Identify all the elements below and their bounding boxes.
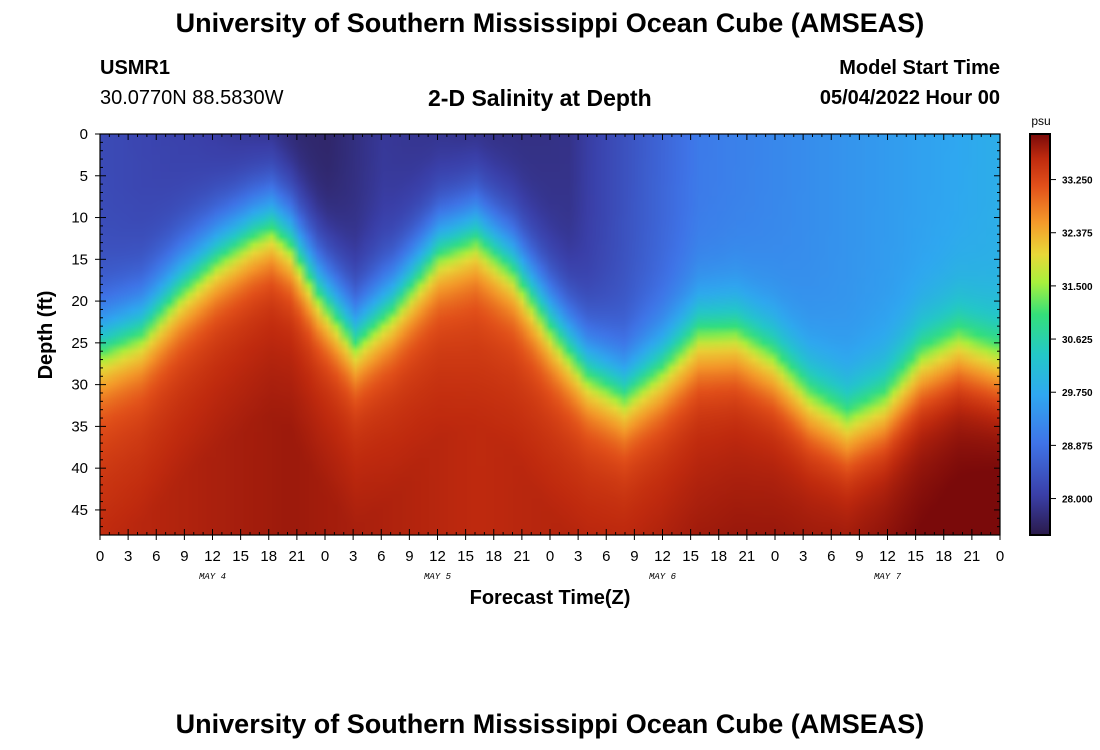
y-axis-label: Depth (ft): [35, 291, 57, 380]
x-tick-label: 12: [654, 548, 671, 565]
y-tick-label: 10: [71, 210, 88, 227]
station-id: USMR1: [100, 57, 171, 79]
salinity-heatmap: [100, 134, 1000, 535]
y-tick-label: 0: [80, 126, 88, 143]
y-tick-label: 40: [71, 460, 88, 477]
x-tick-label: 15: [682, 548, 699, 565]
x-tick-label: 6: [152, 548, 160, 565]
station-coords: 30.0770N 88.5830W: [100, 87, 284, 109]
x-tick-label: 9: [630, 548, 638, 565]
colorbar-tick-label: 32.375: [1062, 229, 1093, 240]
model-start-label: Model Start Time: [839, 57, 1000, 79]
x-tick-label: 0: [96, 548, 104, 565]
x-tick-label: 0: [771, 548, 779, 565]
page-title: University of Southern Mississippi Ocean…: [175, 8, 925, 38]
chart-title: 2-D Salinity at Depth: [428, 85, 652, 111]
y-tick-label: 45: [71, 502, 88, 519]
colorbar-units: psu: [1031, 114, 1050, 128]
x-tick-label: 6: [602, 548, 610, 565]
colorbar-tick-label: 30.625: [1062, 335, 1093, 346]
x-tick-label: 18: [710, 548, 727, 565]
x-tick-label: 21: [964, 548, 981, 565]
x-axis: 0 3 6 9 12 15 18 21 0 3 6 9 12 15 18 21 0 3 6 9 12 15 18 21 0 3 6 9…: [96, 134, 1004, 565]
colorbar-tick-label: 28.000: [1062, 495, 1093, 506]
x-tick-label: 3: [574, 548, 582, 565]
colorbar: psu 28.000 28.875 29.750 30.625 31.500 32.375…: [1029, 114, 1093, 536]
x-tick-label: 3: [799, 548, 807, 565]
x-tick-label: 12: [429, 548, 446, 565]
colorbar-tick-label: 29.750: [1062, 388, 1093, 399]
y-tick-label: 30: [71, 377, 88, 394]
x-tick-label: 0: [321, 548, 329, 565]
day-labels: MAY 4 MAY 5 MAY 6 MAY 7: [199, 572, 902, 582]
day-label: MAY 5: [424, 572, 452, 582]
x-tick-label: 9: [405, 548, 413, 565]
x-tick-label: 21: [739, 548, 756, 565]
colorbar-tick-label: 28.875: [1062, 441, 1093, 452]
x-tick-label: 0: [546, 548, 554, 565]
day-label: MAY 7: [874, 572, 902, 582]
footer-title: University of Southern Mississippi Ocean…: [175, 709, 925, 739]
x-tick-label: 18: [485, 548, 502, 565]
y-tick-label: 20: [71, 293, 88, 310]
x-tick-label: 21: [289, 548, 306, 565]
x-tick-label: 3: [124, 548, 132, 565]
x-tick-label: 21: [514, 548, 531, 565]
day-label: MAY 6: [649, 572, 677, 582]
y-tick-label: 35: [71, 418, 88, 435]
x-tick-label: 9: [855, 548, 863, 565]
y-tick-label: 25: [71, 335, 88, 352]
x-tick-label: 0: [996, 548, 1004, 565]
day-label: MAY 4: [199, 572, 226, 582]
x-tick-label: 12: [879, 548, 896, 565]
x-tick-label: 3: [349, 548, 357, 565]
model-start-time: 05/04/2022 Hour 00: [819, 87, 1000, 109]
y-axis: 0 5 10 15 20 25 30 35 40 45: [71, 126, 1000, 536]
x-tick-label: 15: [907, 548, 924, 565]
x-tick-label: 15: [232, 548, 249, 565]
x-tick-label: 18: [935, 548, 952, 565]
x-tick-label: 12: [204, 548, 221, 565]
x-tick-label: 18: [260, 548, 277, 565]
colorbar-gradient: [1029, 133, 1051, 536]
y-tick-label: 5: [80, 168, 88, 185]
colorbar-tick-label: 33.250: [1062, 176, 1093, 187]
x-tick-label: 15: [457, 548, 474, 565]
x-axis-label: Forecast Time(Z): [470, 587, 631, 609]
x-tick-label: 9: [180, 548, 188, 565]
x-tick-label: 6: [377, 548, 385, 565]
x-tick-label: 6: [827, 548, 835, 565]
colorbar-tick-label: 31.500: [1062, 282, 1093, 293]
y-tick-label: 15: [71, 251, 88, 268]
